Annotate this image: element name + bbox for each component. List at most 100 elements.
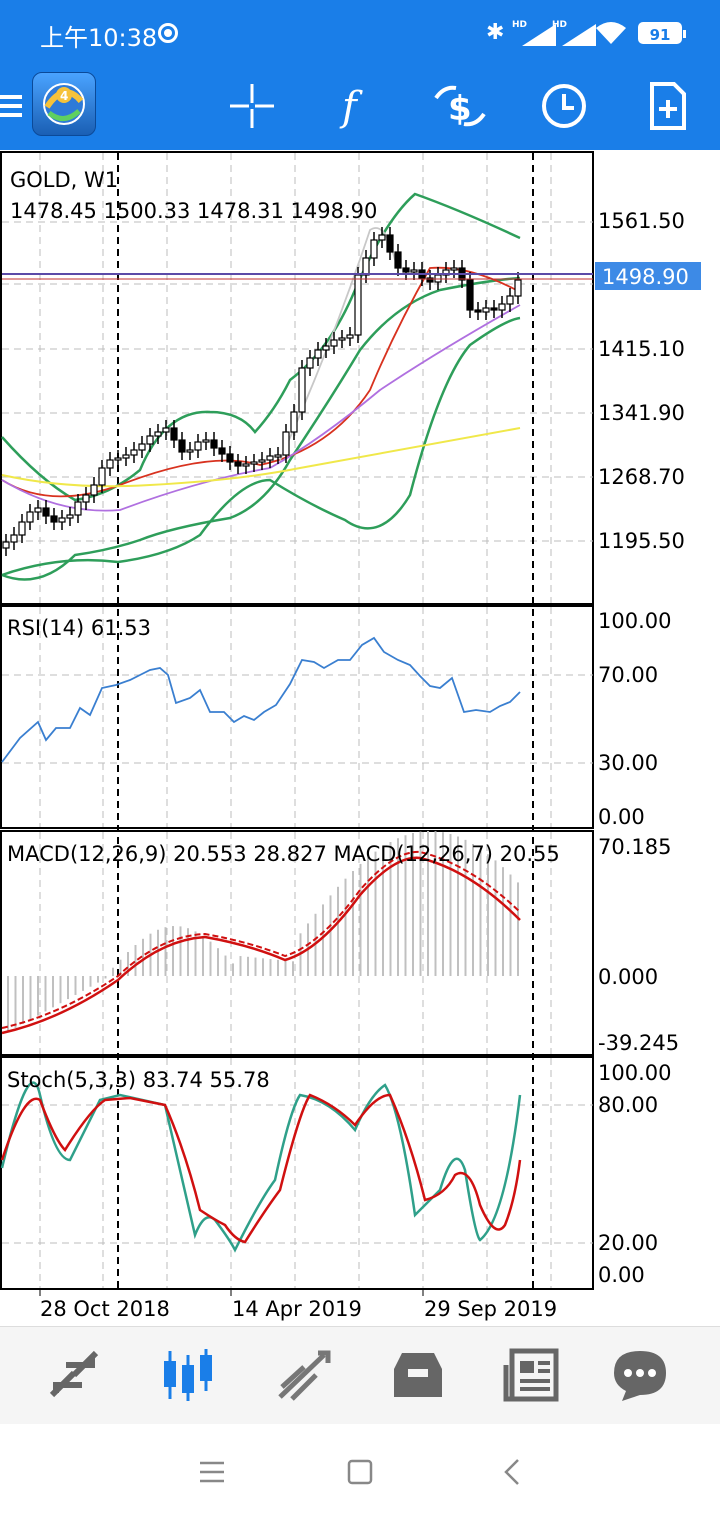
macd-tick: 70.185 xyxy=(598,835,671,859)
macd-histogram xyxy=(7,831,519,1033)
status-bar: 上午10:38 ✱ HD HD 91 xyxy=(0,0,720,66)
price-tick: 1561.50 xyxy=(598,209,685,233)
candle-body xyxy=(154,431,162,437)
network-label-1: HD xyxy=(512,20,528,30)
macd-line xyxy=(1,856,521,1035)
svg-text:f: f xyxy=(339,84,363,130)
main-pane xyxy=(0,151,594,605)
candle-body xyxy=(178,439,186,453)
candle-body xyxy=(370,239,378,259)
current-price-label: 1498.90 xyxy=(602,265,689,289)
candle-body xyxy=(242,463,250,467)
stoch-tick: 100.00 xyxy=(598,1061,671,1085)
trade-nav-icon[interactable] xyxy=(274,1345,334,1405)
date-tick: 28 Oct 2018 xyxy=(40,1297,170,1321)
current-price-badge xyxy=(595,262,701,290)
candlesticks xyxy=(2,227,522,556)
candle-body xyxy=(114,457,122,461)
indicators-icon[interactable]: f xyxy=(326,76,386,136)
back-icon[interactable] xyxy=(494,1454,530,1490)
quotes-icon[interactable] xyxy=(44,1345,104,1405)
candle-body xyxy=(474,309,482,313)
candle-body xyxy=(282,431,290,456)
candle-body xyxy=(394,251,402,269)
candle-body xyxy=(66,514,74,519)
candle-body xyxy=(58,517,66,523)
trade-icon[interactable]: $ xyxy=(430,76,490,136)
home-icon[interactable] xyxy=(342,1454,378,1490)
candle-body xyxy=(170,427,178,441)
svg-text:$: $ xyxy=(448,89,472,129)
candle-body xyxy=(90,484,98,496)
battery-indicator: 91 xyxy=(638,22,686,44)
history-icon[interactable] xyxy=(388,1345,448,1405)
period-separators xyxy=(117,153,534,1288)
macd-signal xyxy=(1,850,521,1029)
candle-body xyxy=(42,507,50,517)
candle-body xyxy=(450,267,458,271)
candle-body xyxy=(34,507,42,513)
candle-body xyxy=(2,541,10,549)
bluetooth-icon: ✱ xyxy=(486,20,505,45)
candle-body xyxy=(130,449,138,456)
news-icon[interactable] xyxy=(502,1345,562,1405)
candle-body xyxy=(26,511,34,523)
candle-body xyxy=(330,339,338,347)
candle-body xyxy=(322,345,330,351)
network-label-2: HD xyxy=(552,20,568,30)
price-tick: 1268.70 xyxy=(598,465,685,489)
add-object-icon[interactable] xyxy=(638,76,698,136)
candle-body xyxy=(194,441,202,451)
price-chart[interactable]: GOLD, W1 1478.45 1500.33 1478.31 1498.90… xyxy=(0,150,720,1326)
macd-tick: -39.245 xyxy=(598,1031,679,1055)
rsi-tick: 100.00 xyxy=(598,609,671,633)
menu-icon[interactable] xyxy=(0,90,22,122)
price-tick: 1341.90 xyxy=(598,401,685,425)
candle-body xyxy=(10,534,18,543)
candle-body xyxy=(466,279,474,311)
candle-body xyxy=(482,307,490,313)
date-tick: 29 Sep 2019 xyxy=(424,1297,557,1321)
signal-icon-2: HD xyxy=(552,20,596,46)
candle-body xyxy=(314,349,322,359)
candle-body xyxy=(274,454,282,458)
indicator-grid xyxy=(2,607,593,1288)
sync-icon xyxy=(158,23,178,43)
stoch-main-line xyxy=(0,1081,522,1253)
crosshair-icon[interactable] xyxy=(222,76,282,136)
candle-body xyxy=(266,455,274,461)
stoch-signal-line xyxy=(0,1093,522,1244)
date-tick: 14 Apr 2019 xyxy=(232,1297,362,1321)
candle-body xyxy=(386,234,394,253)
candle-body xyxy=(210,439,218,449)
candle-body xyxy=(122,454,130,459)
rsi-pane xyxy=(0,605,594,829)
metatrader-logo[interactable]: 4 xyxy=(32,72,96,136)
recent-apps-icon[interactable] xyxy=(194,1454,230,1490)
rsi-label: RSI(14) 61.53 xyxy=(7,616,151,640)
ma-yellow xyxy=(1,427,521,488)
clock-time: 上午10:38 xyxy=(40,24,158,52)
date-axis: 28 Oct 2018 14 Apr 2019 29 Sep 2019 xyxy=(39,1289,557,1321)
candle-body xyxy=(18,521,26,536)
messages-icon[interactable] xyxy=(610,1345,670,1405)
candle-body xyxy=(306,357,314,369)
candle-body xyxy=(98,467,106,486)
price-tick: 1415.10 xyxy=(598,337,685,361)
candle-body xyxy=(138,443,146,451)
candle-body xyxy=(82,494,90,503)
candle-body xyxy=(106,459,114,469)
stoch-tick: 80.00 xyxy=(598,1093,658,1117)
candle-body xyxy=(506,295,514,305)
candle-body xyxy=(426,277,434,283)
chart-icon[interactable] xyxy=(158,1345,218,1405)
macd-pane xyxy=(0,830,594,1056)
candle-body xyxy=(162,427,170,433)
timeframe-icon[interactable] xyxy=(534,76,594,136)
candle-body xyxy=(298,367,306,413)
rsi-tick: 30.00 xyxy=(598,751,658,775)
candle-body xyxy=(378,234,386,241)
rsi-tick: 0.00 xyxy=(598,805,645,829)
macd-tick: 0.000 xyxy=(598,965,658,989)
signal-icon-1: HD xyxy=(512,20,556,46)
